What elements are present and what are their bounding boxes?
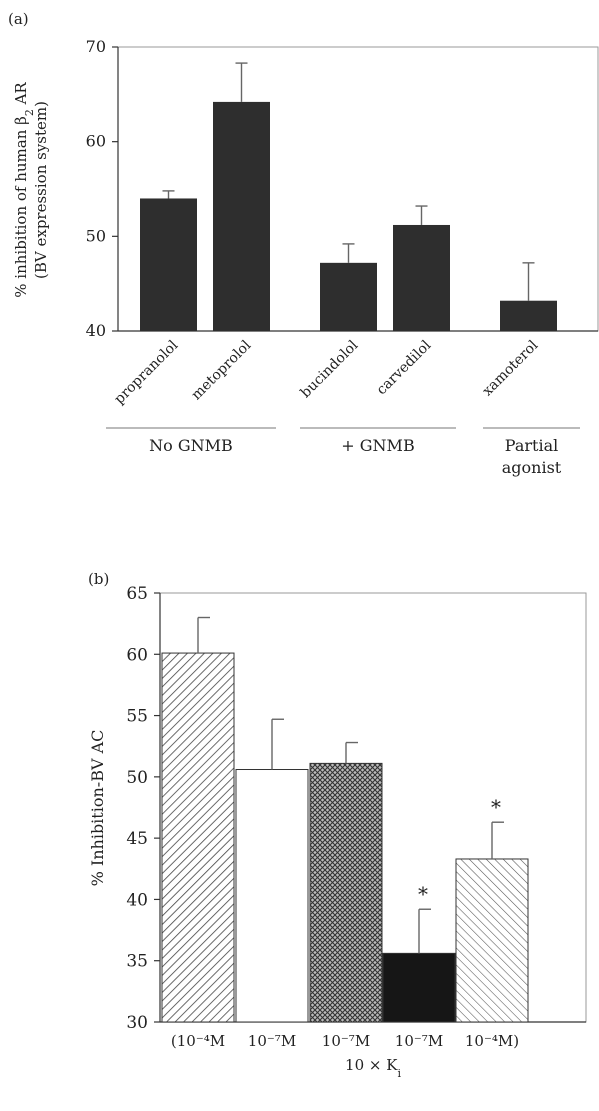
chart-b-y-tick-label: 55	[126, 707, 148, 727]
panel-b-label: (b)	[88, 570, 110, 588]
chart-a-bar-xamoterol	[500, 300, 557, 331]
chart-a-bar-bucindolol	[320, 262, 377, 331]
chart-b-y-tick-label: 65	[126, 584, 148, 604]
chart-a-x-tick-label: xamoterol	[479, 337, 541, 399]
chart-a-bar-carvedilol	[393, 224, 450, 331]
chart-b-x-tick-label: 10⁻⁷M	[248, 1032, 296, 1050]
chart-a-groups: No GNMB + GNMB Partial agonist	[106, 427, 580, 477]
chart-a-group-label: + GNMB	[341, 436, 414, 455]
chart-b-bar	[235, 769, 309, 1023]
chart-a-x-tick-label: propranolol	[111, 337, 181, 407]
chart-b-x-tick-label: 10⁻⁴M)	[465, 1032, 519, 1050]
chart-a-y-tick-label: 50	[86, 226, 106, 245]
chart-a-group-label: No GNMB	[149, 436, 233, 455]
chart-b-y-ticks: 30 35 40 45 50 55 60 65	[126, 584, 160, 1033]
chart-a-y-axis-title: % inhibition of human β2 AR	[12, 82, 36, 298]
chart-a-x-tick-label: metoprolol	[189, 337, 255, 403]
chart-b-bar	[309, 762, 383, 1023]
chart-b-bar	[382, 952, 456, 1023]
chart-b-y-tick-label: 45	[126, 829, 148, 849]
chart-a-group-label: agonist	[502, 458, 562, 477]
chart-b-y-tick-label: 35	[126, 952, 148, 972]
chart-b-y-tick-label: 40	[126, 890, 148, 910]
chart-a-x-tick-labels: propranolol metoprolol bucindolol carvedilo…	[111, 337, 541, 407]
chart-a-bars	[140, 62, 557, 331]
chart-b-x-tick-label: (10⁻⁴M	[171, 1032, 225, 1050]
chart-b-x-axis-title: 10 × Ki	[345, 1056, 401, 1080]
chart-a-y-tick-label: 70	[86, 37, 106, 56]
chart-b-bar	[455, 858, 529, 1023]
chart-a-group-label: Partial	[505, 436, 558, 455]
chart-a: 40 50 60 70 propranolol metoprolol bucindolol…	[12, 37, 599, 477]
chart-b-x-tick-label: 10⁻⁷M	[395, 1032, 443, 1050]
chart-a-x-tick-label: bucindolol	[298, 337, 362, 401]
chart-b-y-tick-label: 60	[126, 645, 148, 665]
chart-a-bar-metoprolol	[213, 101, 270, 331]
chart-a-y-tick-label: 60	[86, 132, 106, 151]
chart-b-y-axis-title: % Inhibition-BV AC	[88, 730, 107, 887]
panel-a-label: (a)	[8, 10, 29, 28]
chart-a-x-tick-label: carvedilol	[374, 337, 435, 398]
chart-a-bar-propranolol	[140, 198, 197, 331]
chart-a-y-tick-label: 40	[86, 321, 106, 340]
chart-b-bar	[161, 652, 235, 1023]
chart-b-y-tick-label: 30	[126, 1013, 148, 1033]
chart-b-x-tick-labels: (10⁻⁴M 10⁻⁷M 10⁻⁷M 10⁻⁷M 10⁻⁴M)	[171, 1032, 519, 1050]
chart-b-x-tick-label: 10⁻⁷M	[322, 1032, 370, 1050]
chart-a-y-axis-title-line2: (BV expression system)	[32, 101, 50, 279]
chart-b-significance-marker: *	[491, 795, 501, 819]
chart-b-y-tick-label: 50	[126, 768, 148, 788]
chart-a-y-ticks: 40 50 60 70	[86, 37, 118, 340]
chart-b-significance-marker: *	[418, 882, 428, 906]
chart-b-bars: **	[161, 616, 529, 1023]
